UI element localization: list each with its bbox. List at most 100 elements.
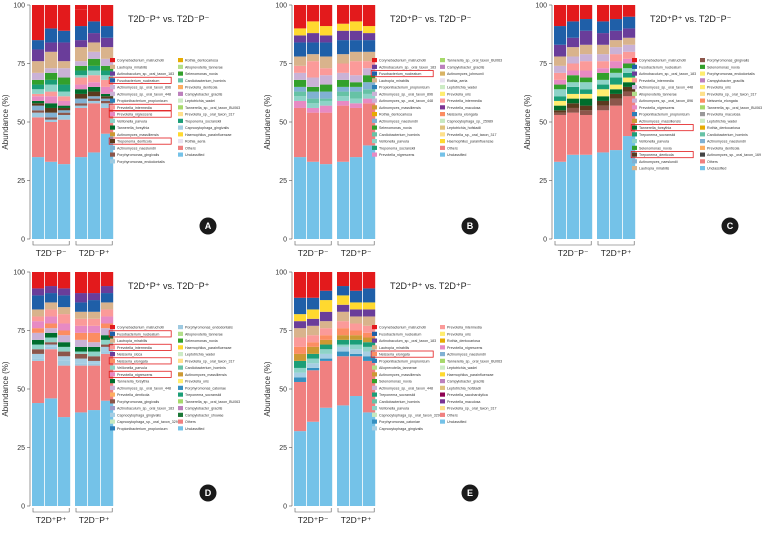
bar-segment-unclassified [597,152,610,239]
bar-segment-corynebacterium-matruchotii [567,5,580,22]
bar-segment-corynebacterium-matruchotii [75,272,88,294]
bar-segment-selenomonas-noxia [320,84,333,92]
bar-segment-veillonella-parvula [45,337,58,343]
legend-label: Neisseria_elongata [379,353,410,357]
legend-label: Prevotella_denticola [117,393,149,397]
bar-segment-actinobaculum-sp-oral-taxon-183 [623,28,636,38]
legend-swatch [178,145,183,150]
legend-label: Actinomyces_sp._oral_taxon_169 [707,153,761,157]
bar-segment-unclassified [307,161,320,239]
bar-segment-prevotella-nigrescens [32,96,45,101]
legend-label: Propionibacterium_propionicum [379,359,430,363]
bar-segment-capnocytophaga-gingivalis [363,351,376,357]
bar-segment-fusobacterium-nucleatum [610,19,623,31]
bar-segment-actinomyces-massiliensis [320,339,333,345]
bar-segment-prevotella-intermedia [88,318,101,326]
legend-label: Treponema_denticola [639,153,674,157]
legend-item: Tannerella_sp._oral_taxon_BU063 [178,105,240,110]
legend-label: Actinobaculum_sp._oral_taxon_183 [379,65,436,69]
bar-segment-tannerella-forsythia [75,346,88,352]
legend-swatch [110,412,115,417]
bar-segment-corynebacterium-matruchotii [88,272,101,294]
legend-swatch [178,352,183,357]
bar-segment-prevotella-intermedia [623,51,636,59]
bar-segment-actinomyces-naeslundii [350,86,363,92]
stacked-bar [307,272,320,506]
bar-segment-corynebacterium-matruchotii [294,5,307,29]
panel-letter-badge [199,484,217,502]
bar-segment-tannerella-forsythia [101,335,114,340]
chart-panel-e: 0 25 50 75 100 Abundance (%) T2D⁺P⁻ T2D⁺P⁺ T2D⁺P… [262,267,512,533]
bar-segment-veillonella-parvula [623,68,636,73]
bar-segment-unclassified [307,421,320,506]
bar-segment-capnocytophaga-gingivalis [350,349,363,354]
legend-label: Tannerella_forsythia [117,380,149,384]
bar-segment-veillonella-parvula [58,91,71,97]
bar-segment-actinomyces-sp-oral-taxon-448 [58,335,71,343]
legend-swatch [632,85,637,90]
legend-swatch [700,118,705,123]
legend-swatch [700,64,705,69]
legend-item: Treponema_denticola [108,137,172,145]
legend-label: Treponema_socranskii [639,133,675,137]
bar-segment-prevotella-intermedia [32,93,45,97]
bar-segment-actinobaculum-sp-oral-taxon-183 [610,30,623,41]
legend-item: Propionibacterium_propionicum [372,358,430,363]
bar-segment-haemophilus-parainfluenzae [294,28,307,36]
bar-segment-porphyromonas-endodontalis [75,105,88,108]
legend-swatch [440,338,445,343]
bar-segment-prevotella-nigrescens [307,107,320,113]
legend-item: Selenomonas_noxia [178,71,218,76]
legend-item: Selenomonas_noxia [632,145,672,150]
legend-highlight-box [108,110,172,118]
legend-label: Prevotella_intermedia [117,106,152,110]
bar-segment-corynebacterium-matruchotii [610,5,623,20]
legend-label: Porphyromonas_catoniae [379,420,420,424]
legend-label: Capnocytophaga_gingivalis [185,126,229,130]
bar-segment-unclassified [610,150,623,239]
legend-item: Leptotrichia_wadei [178,98,215,103]
legend-label: Actinomyces_sp._oral_taxon_448 [379,99,433,103]
bar-segment-prevotella-oris [597,89,610,97]
y-tick-label: 25 [17,178,25,185]
legend-swatch [372,139,377,144]
legend-item: Selenomonas_noxia [372,379,412,384]
bar-segment-tannerella-forsythia [567,98,580,104]
legend-item: Rothia_dentocariosa [440,338,480,343]
bar-segment-actinomyces-sp-oral-taxon-448 [32,72,45,80]
bar-segment-porphyromonas-gingivalis [88,356,101,361]
legend-swatch [110,132,115,137]
legend-item: Prevotella_saccharolytica [440,392,488,397]
bar-segment-treponema-socranskii [554,96,567,101]
bar-segment-actinobaculum-sp-oral-taxon-183 [294,35,307,43]
legend-item: Actinobaculum_sp._oral_taxon_183 [372,64,436,69]
bar-segment-actinobaculum-sp-oral-taxon-183 [32,288,45,296]
bar-segment-actinomyces-sp-oral-taxon-448 [88,51,101,59]
bar-segment-porphyromonas-endodontalis [32,358,45,361]
group-label: T2D⁺P⁻ [298,515,329,525]
legend-label: Prevotella_intermedia [639,79,674,83]
bar-segment-treponema-denticola [45,107,58,113]
legend-item: Veillonella_parvula [372,139,409,144]
bar-segment-neisseria-elongata [294,346,307,354]
legend-item: Haemophilus_parainfluenzae [440,372,494,377]
bar-segment-veillonella-parvula [294,367,307,373]
bar-segment-tannerella-forsythia [58,342,71,347]
legend-label: Cardiobacterium_hominis [379,133,420,137]
legend-item: Neisseria_elongata [440,112,478,117]
bar-segment-unclassified [294,431,307,506]
legend-swatch [632,145,637,150]
bar-segment-neisseria-elongata [101,323,114,329]
group-label: T2D⁻P⁻ [558,248,589,258]
bar-segment-prevotella-nigrescens [337,100,350,106]
legend-item: Leptotrichia_hofstadii [440,125,481,130]
bar-segment-tannerella-forsythia [597,96,610,101]
bar-segment-unclassified [32,403,45,506]
bar-segment-prevotella-nigrescens [88,82,101,87]
legend-swatch [178,91,183,96]
group-label: T2D⁺P⁺ [341,515,372,525]
bar-segment-corynebacterium-matruchotii [101,5,114,27]
bar-segment-actinobaculum-sp-oral-taxon-183 [294,321,307,329]
legend-item: Neisseria_elongata [370,350,434,358]
bar-segment-fusobacterium-nucleatum [101,293,114,303]
